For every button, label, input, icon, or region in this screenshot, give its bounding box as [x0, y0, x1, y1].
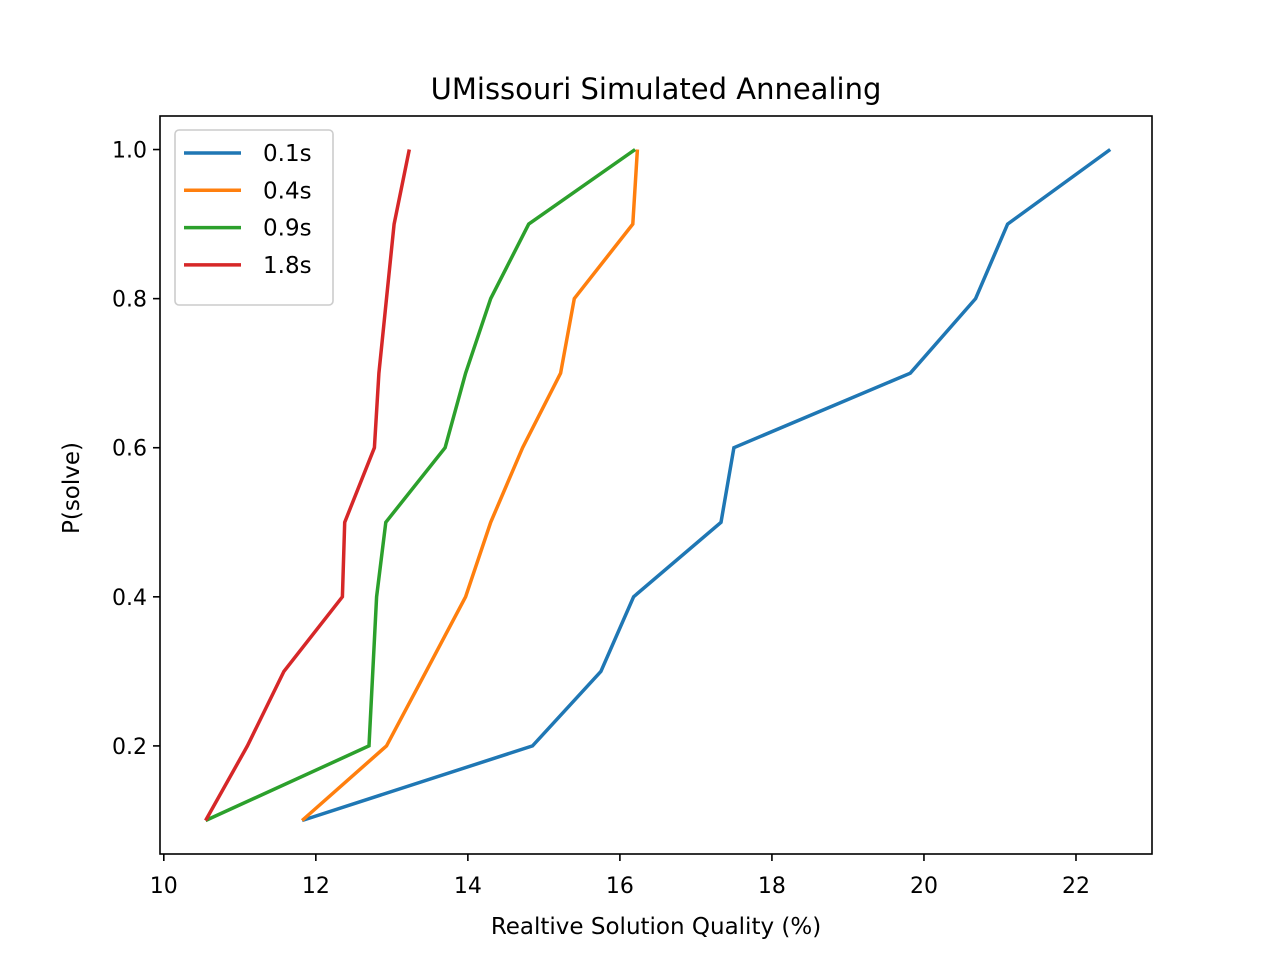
y-tick-label: 0.8: [112, 288, 147, 313]
x-tick-label: 20: [910, 874, 938, 899]
x-axis: 10 12 14 16 18 20 22: [150, 854, 1090, 899]
x-axis-label: Realtive Solution Quality (%): [491, 914, 821, 940]
series-line-0-4s: [300, 149, 640, 822]
plot-area: [204, 148, 1112, 823]
legend-label: 0.9s: [263, 216, 312, 242]
chart-title: UMissouri Simulated Annealing: [431, 72, 882, 106]
x-tick-label: 10: [150, 874, 178, 899]
x-tick-label: 18: [758, 874, 786, 899]
legend-label: 1.8s: [263, 253, 312, 279]
plot-frame: [159, 115, 1153, 855]
y-tick-label: 0.2: [112, 735, 147, 760]
x-tick-label: 16: [606, 874, 634, 899]
series-line-1-8s: [204, 149, 412, 822]
legend-box: [174, 129, 334, 306]
series-line-0-9s: [204, 148, 637, 823]
y-tick-label: 0.6: [112, 437, 147, 462]
series-line-0-1s: [301, 148, 1112, 823]
y-tick-label: 1.0: [112, 139, 147, 164]
legend-label: 0.4s: [263, 178, 312, 204]
legend: 0.1s 0.4s 0.9s 1.8s: [174, 129, 334, 306]
x-tick-label: 14: [454, 874, 482, 899]
y-tick-label: 0.4: [112, 586, 147, 611]
x-tick-label: 12: [302, 874, 330, 899]
y-axis-label: P(solve): [59, 442, 85, 534]
y-axis: 0.2 0.4 0.6 0.8 1.0: [112, 139, 160, 760]
x-tick-label: 22: [1062, 874, 1090, 899]
legend-label: 0.1s: [263, 141, 312, 167]
